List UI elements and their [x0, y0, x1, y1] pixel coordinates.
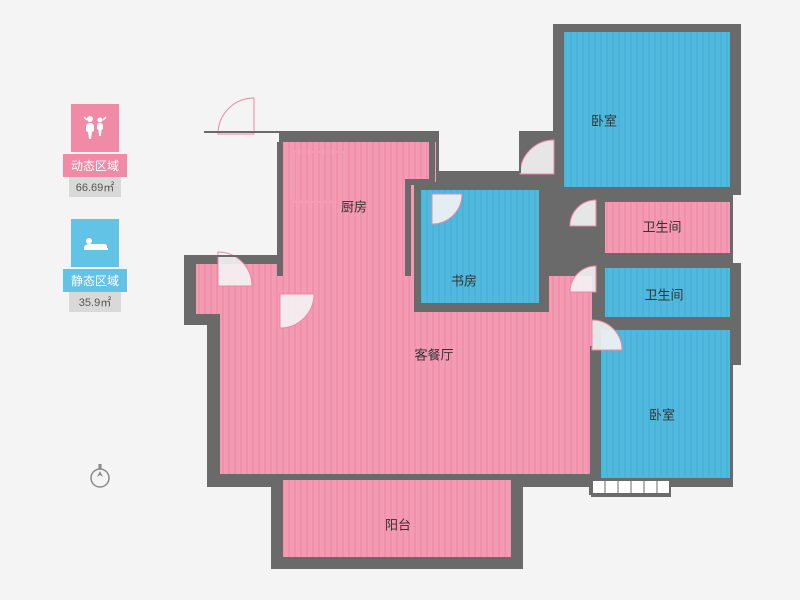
floor-plan: 客餐厅厨房阳台卫生间卧室书房卫生间卧室: [184, 24, 754, 589]
sleep-icon: [71, 219, 119, 267]
room-label-bath1: 卫生间: [642, 217, 681, 236]
legend-dynamic: 动态区域 66.69㎡: [62, 104, 128, 197]
room-label-study: 书房: [451, 271, 477, 290]
room-label-bedroom1: 卧室: [591, 111, 617, 130]
compass-icon: [86, 462, 114, 495]
door-swing: [218, 98, 254, 134]
legend-static: 静态区域 35.9㎡: [62, 219, 128, 312]
legend-dynamic-title: 动态区域: [63, 154, 127, 177]
room-label-bedroom2: 卧室: [649, 405, 675, 424]
legend-static-title: 静态区域: [63, 269, 127, 292]
legend-panel: 动态区域 66.69㎡ 静态区域 35.9㎡: [62, 104, 128, 334]
legend-static-value: 35.9㎡: [69, 292, 121, 312]
room-bedroom1: [564, 32, 730, 190]
room-label-living: 客餐厅: [414, 345, 453, 364]
room-label-kitchen: 厨房: [341, 197, 367, 216]
people-icon: [71, 104, 119, 152]
room-label-bath2: 卫生间: [644, 285, 683, 304]
legend-dynamic-value: 66.69㎡: [69, 177, 121, 197]
room-label-balcony: 阳台: [385, 515, 411, 534]
